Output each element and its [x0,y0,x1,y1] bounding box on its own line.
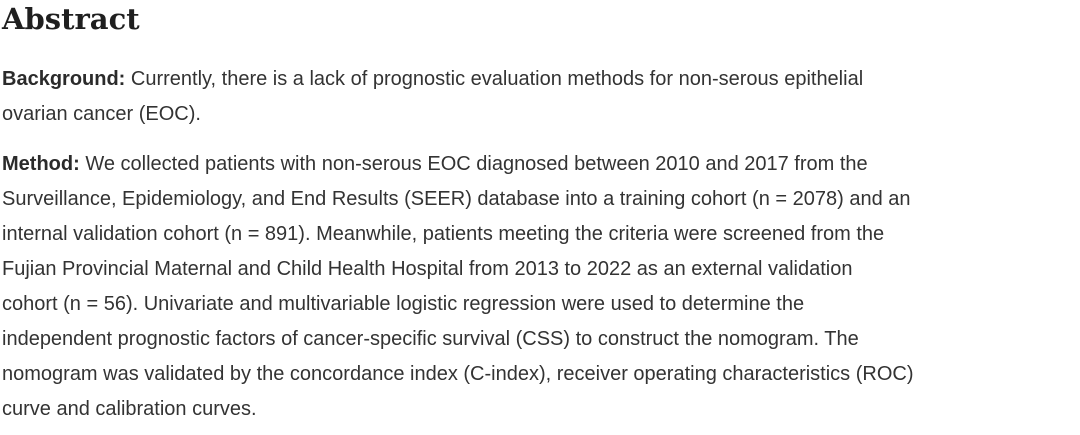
text-line: internal validation cohort (n = 891). Me… [2,223,885,245]
text-line: curve and calibration curves. [2,398,257,420]
text-line: Method: We collected patients with non-s… [2,147,1080,182]
background-first-line-text: Currently, there is a lack of prognostic… [125,68,864,90]
abstract-heading: Abstract [2,2,140,36]
paragraph-method: Method: We collected patients with non-s… [2,147,1080,427]
background-label: Background: [2,68,126,90]
method-label: Method: [2,153,80,175]
method-first-line-text: We collected patients with non-serous EO… [79,153,868,175]
text-line: nomogram was validated by the concordanc… [2,363,914,385]
text-line: Surveillance, Epidemiology, and End Resu… [2,188,911,210]
text-line: cohort (n = 56). Univariate and multivar… [2,293,805,315]
text-line: independent prognostic factors of cancer… [2,328,859,350]
text-line: ovarian cancer (EOC). [2,103,201,125]
text-line: Background: Currently, there is a lack o… [2,62,1080,97]
paragraph-background: Background: Currently, there is a lack o… [2,62,1080,132]
text-line: Fujian Provincial Maternal and Child Hea… [2,258,853,280]
